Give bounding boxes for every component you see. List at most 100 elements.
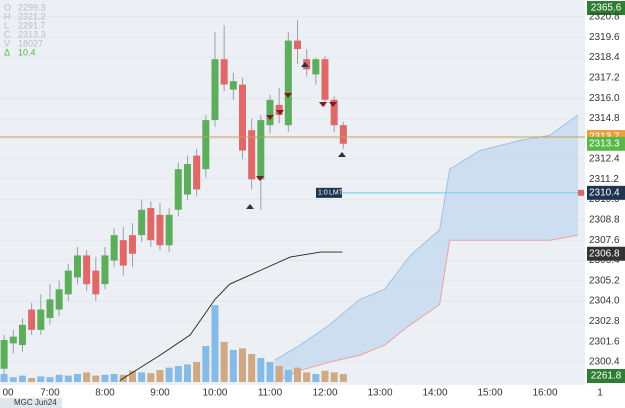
volume-bar [174,366,182,382]
candle-body [321,59,329,100]
volume-bar [147,373,155,382]
volume-bar [18,375,26,382]
y-tick-label: 2318.4 [589,52,620,63]
volume-bar [110,374,118,382]
candle-body [312,59,320,75]
level-badge [587,185,625,200]
x-tick-label: 00 [2,388,14,399]
x-tick-label: 14:00 [422,388,447,399]
x-tick-label: 1 [597,388,603,399]
volume-bar [128,370,136,382]
candle-body [257,120,265,180]
y-tick-label: 2314.8 [589,113,620,124]
candle-body [330,99,338,126]
x-tick-label: 9:00 [150,388,170,399]
volume-bar [202,346,210,382]
candle-body [18,324,26,346]
price-badge-label: 2306.8 [589,248,620,259]
candle-body [293,40,301,50]
cloud [274,115,579,383]
info-value: 2321.2 [18,11,46,21]
info-value: 10.4 [18,47,36,57]
candle-body [55,289,63,310]
volume-bar [193,362,201,382]
candle-body [0,340,8,369]
volume-bar [183,364,191,382]
candle-body [211,59,219,121]
sell-marker [256,176,264,181]
instrument-tab [0,398,62,408]
plot [0,16,585,383]
candle-body [110,235,118,261]
volume-bar [138,372,146,382]
cloud-upper [274,114,579,361]
candle-body [202,120,210,170]
candle-body [248,130,256,180]
buy-marker [246,204,254,209]
y-tick-label: 2305.2 [589,275,620,286]
volume-bar [321,370,329,382]
y-tick-label: 2320.8 [589,12,620,23]
price-badge-label: 2313.3 [589,138,620,149]
volume-bar [46,377,54,382]
volume-bar [55,374,63,382]
volume-bar [330,372,338,382]
volume-bar [0,374,8,382]
y-tick-label: 2312.4 [589,154,620,165]
badge-label: 2365.6 [591,3,622,14]
y-tick-label: 2317.2 [589,72,620,83]
y-tick-label: 2301.6 [589,336,620,347]
volume-bar [101,374,109,382]
volume-bar [220,342,228,382]
x-tick-label: 15:00 [478,388,503,399]
sell-marker [276,110,284,115]
candle-body [46,299,54,319]
info-value: 2291.7 [18,20,46,30]
badge [587,1,625,15]
candle-body [266,99,274,126]
level-label: 2310.4 [589,187,620,198]
badge-label: 2261.8 [591,371,622,382]
volume-bar [156,370,164,382]
y-tick-label: 2304.0 [589,296,620,307]
order-tag [316,187,342,198]
volume-bar [165,367,173,382]
y-tick-label: 2316.0 [589,93,620,104]
volume-bar [248,354,256,382]
candle-body [37,309,45,330]
x-tick-label: 10:00 [202,388,227,399]
trade-markers [246,62,346,209]
cloud-lower [274,234,579,383]
info-key: Δ [4,47,10,57]
volume-bar [266,362,274,382]
candle-body [193,155,201,190]
candle-body [183,164,191,195]
x-tick-label: 16:00 [533,388,558,399]
instrument: MGC Jun24 [14,398,57,407]
candle-body [147,208,155,241]
candle-body [92,270,100,295]
volume-bar [211,305,219,382]
volume-bar [9,377,17,382]
cancel-button[interactable] [578,189,584,196]
volume-bar [293,367,301,382]
candle-body [156,214,164,246]
candle-body [73,255,81,278]
candle-body [64,270,72,295]
volume-bar [257,358,265,382]
candle-body [119,240,127,266]
info-value: 18027 [18,38,43,48]
info-key: H [4,11,11,21]
candle-body [138,209,146,236]
volume-bar [28,378,36,382]
sell-marker [266,115,274,120]
volume-bar [275,366,283,382]
volume-bar [37,376,45,382]
candle-body [28,309,36,330]
candle-body [9,336,17,344]
order-label: 1:0 [318,190,328,197]
volume-bar [73,374,81,382]
info-key: C [4,29,11,39]
price-badge [587,136,625,151]
candle-body [220,59,228,85]
